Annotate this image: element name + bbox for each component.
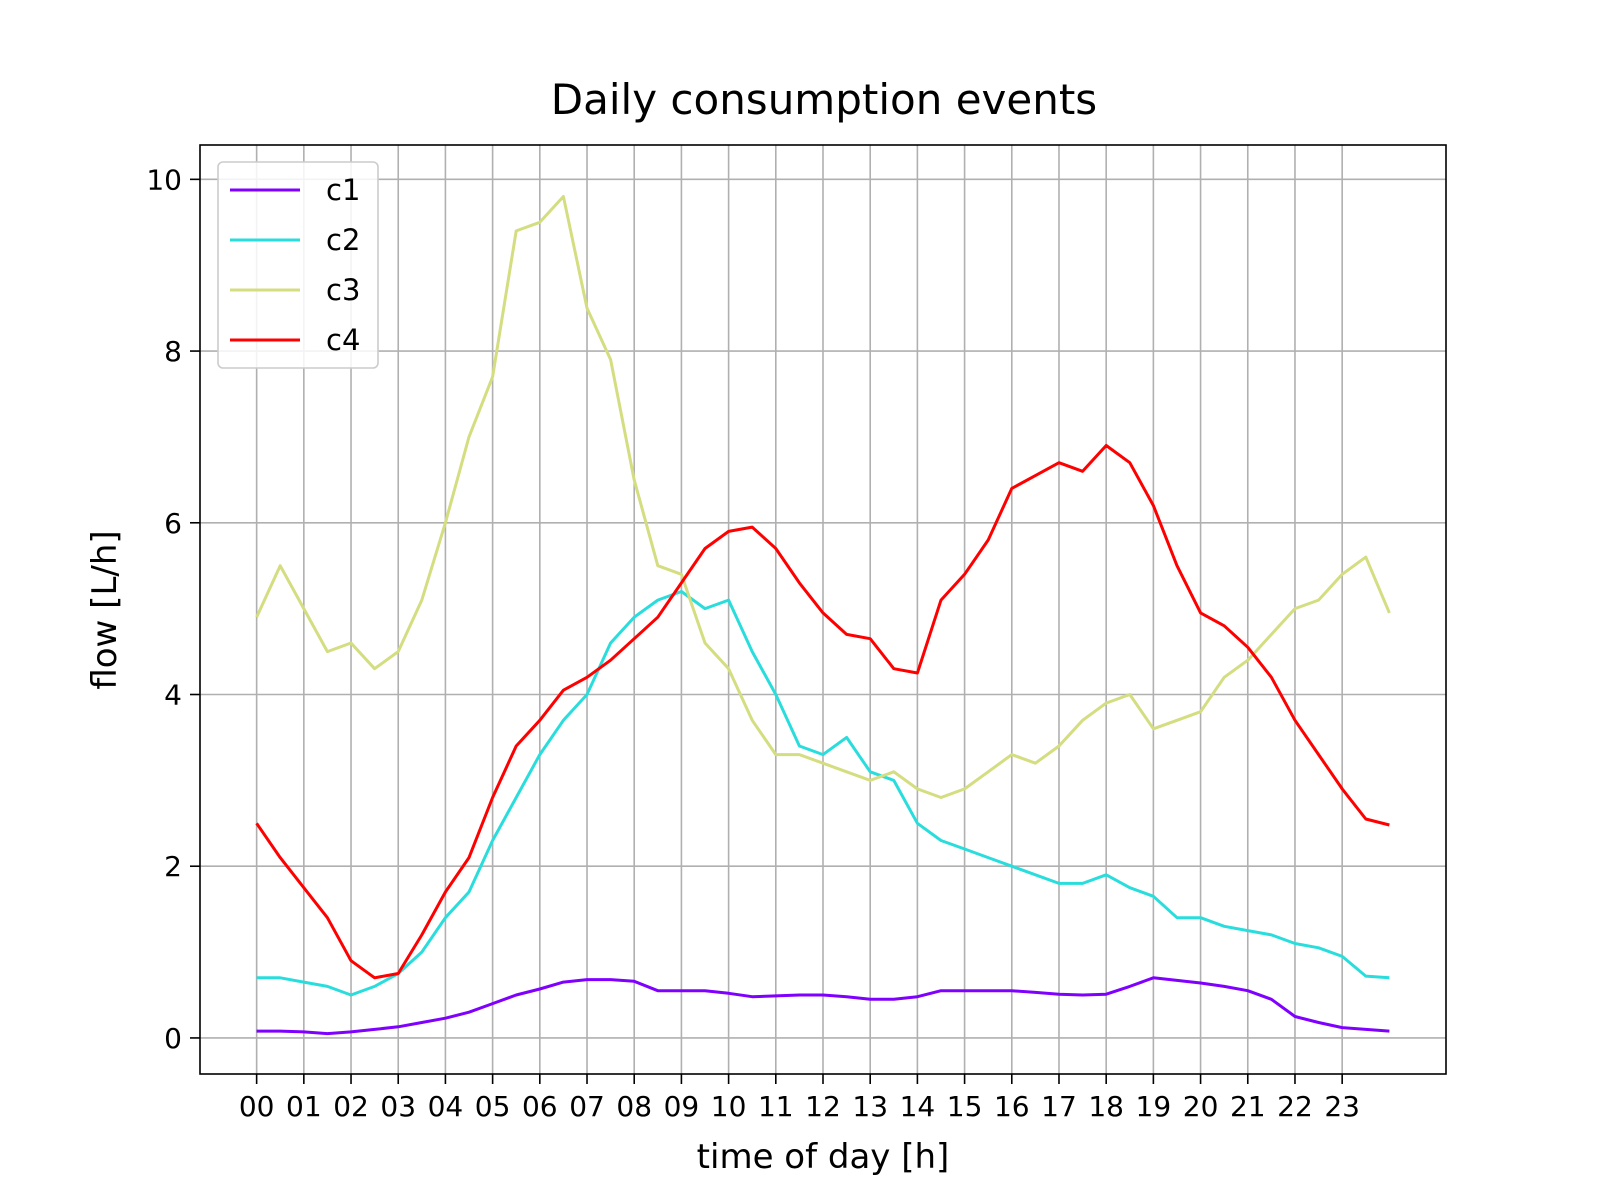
x-tick-label: 05 [475,1090,511,1123]
y-tick-label: 8 [164,335,182,368]
chart-title: Daily consumption events [551,75,1097,124]
y-axis-label: flow [L/h] [85,530,125,689]
x-tick-label: 07 [569,1090,605,1123]
x-tick-label: 02 [333,1090,369,1123]
legend-label: c3 [326,273,360,307]
y-tick-label: 0 [164,1022,182,1055]
x-tick-label: 04 [428,1090,464,1123]
legend-label: c1 [326,173,360,207]
x-tick-label: 09 [664,1090,700,1123]
x-tick-label: 17 [1041,1090,1077,1123]
series-line-c1 [256,976,1390,1036]
x-axis-label: time of day [h] [697,1137,950,1177]
x-tick-label: 12 [805,1090,841,1123]
x-tick-label: 22 [1277,1090,1313,1123]
legend: c1 c2 c3 c4 [217,161,379,369]
y-tick-label: 4 [164,679,182,712]
x-tick-label: 01 [286,1090,322,1123]
x-tick-label: 06 [522,1090,558,1123]
x-tick-label: 16 [994,1090,1030,1123]
x-tick-label: 14 [900,1090,936,1123]
x-tick-label: 00 [239,1090,275,1123]
x-tick-label: 21 [1230,1090,1266,1123]
x-tick-label: 23 [1324,1090,1360,1123]
x-tick-label: 19 [1136,1090,1172,1123]
x-tick-label: 18 [1088,1090,1124,1123]
series-layer [255,195,1391,1036]
series-line-c4 [255,444,1390,980]
y-tick-label: 10 [146,163,182,196]
x-tick-label: 10 [711,1090,747,1123]
x-tick-label: 20 [1183,1090,1219,1123]
series-line-c2 [256,590,1390,997]
legend-label: c2 [326,223,360,257]
series-line-c3 [255,195,1391,799]
x-axis: 00 01 02 03 04 05 06 07 08 09 10 11 12 13 14 15 16 17 18 19… [239,1074,1360,1123]
x-tick-label: 03 [380,1090,416,1123]
legend-label: c4 [326,323,360,357]
x-tick-label: 13 [852,1090,888,1123]
y-tick-label: 2 [164,850,182,883]
x-tick-label: 08 [616,1090,652,1123]
legend-box [217,161,379,369]
x-tick-label: 15 [947,1090,983,1123]
y-tick-label: 6 [164,507,182,540]
x-tick-label: 11 [758,1090,794,1123]
y-axis: 0 2 4 6 8 10 [146,163,200,1055]
